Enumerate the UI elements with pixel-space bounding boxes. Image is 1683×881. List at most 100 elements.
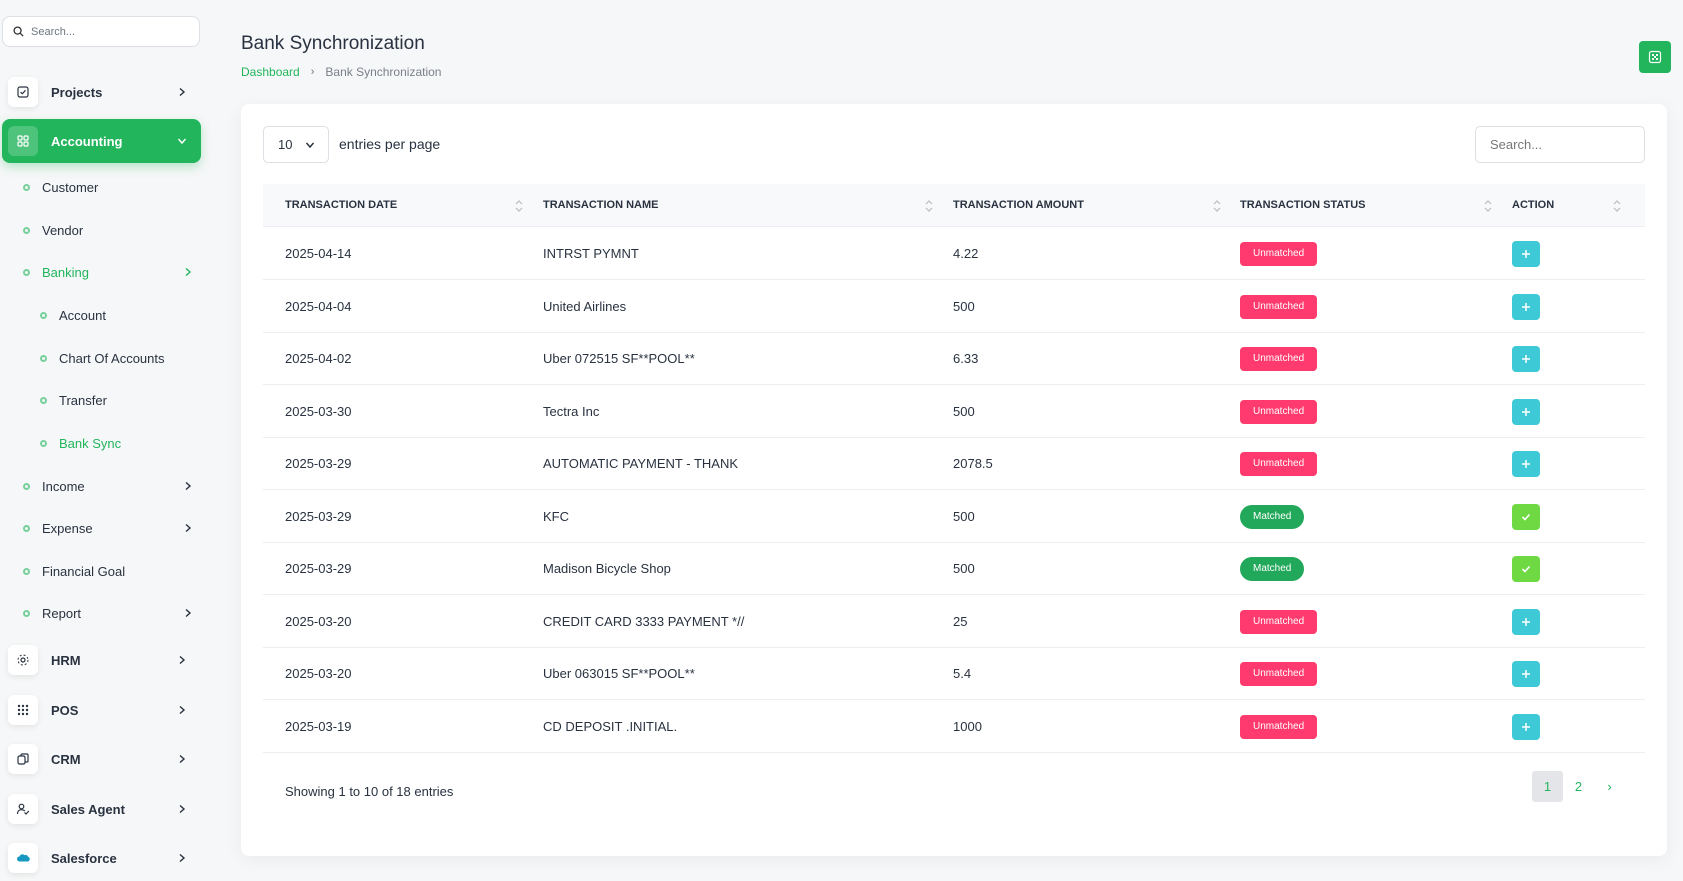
grid-icon (1648, 50, 1662, 64)
transaction-date: 2025-03-30 (285, 403, 352, 419)
sidebar-search-input[interactable] (31, 25, 191, 38)
transaction-date: 2025-04-04 (285, 298, 352, 314)
sort-icon[interactable] (1484, 199, 1492, 213)
sidebar-item-banking[interactable]: Banking (23, 257, 193, 287)
check-icon (1521, 513, 1531, 521)
sidebar-item-chart-of-accounts[interactable]: Chart Of Accounts (40, 343, 200, 373)
matched-action-button[interactable] (1512, 556, 1540, 582)
breadcrumb-dashboard-link[interactable]: Dashboard (241, 65, 300, 79)
transaction-name: INTRST PYMNT (543, 246, 639, 261)
sidebar-item-label: Salesforce (51, 850, 117, 866)
entries-per-page-label: entries per page (339, 136, 441, 152)
column-header-date[interactable]: TRANSACTION DATE (285, 199, 398, 211)
sidebar: Projects Accounting Customer Vendor Bank… (0, 0, 206, 881)
bullet-icon (23, 183, 30, 191)
transaction-date: 2025-03-29 (285, 561, 352, 576)
transaction-amount: 6.33 (953, 351, 979, 366)
plus-icon (1522, 722, 1530, 731)
status-badge: Unmatched (1240, 294, 1318, 319)
entries-per-page-select[interactable]: 10 (263, 126, 329, 163)
chevron-down-icon (305, 142, 315, 149)
sidebar-item-vendor[interactable]: Vendor (23, 215, 193, 245)
table-row: 2025-03-29 Madison Bicycle Shop 500 Matched (263, 543, 1645, 595)
sidebar-item-financial-goal[interactable]: Financial Goal (23, 556, 193, 586)
checkbox-icon (8, 77, 38, 107)
match-action-button[interactable] (1512, 451, 1540, 477)
status-badge: Unmatched (1240, 347, 1318, 371)
sidebar-item-label: Transfer (59, 392, 107, 408)
match-action-button[interactable] (1512, 346, 1540, 372)
sidebar-item-account[interactable]: Account (40, 300, 200, 330)
transaction-date: 2025-03-20 (285, 613, 352, 629)
transaction-name: Tectra Inc (543, 403, 600, 419)
bullet-icon (40, 354, 47, 362)
sidebar-item-accounting[interactable]: Accounting (2, 119, 201, 163)
sidebar-item-sales-agent[interactable]: Sales Agent (2, 787, 201, 831)
chevron-down-icon (177, 138, 187, 145)
sidebar-item-bank-sync[interactable]: Bank Sync (40, 428, 200, 458)
table-info: Showing 1 to 10 of 18 entries (285, 784, 454, 799)
match-action-button[interactable] (1512, 398, 1540, 425)
sidebar-item-report[interactable]: Report (23, 598, 193, 628)
column-header-amount[interactable]: TRANSACTION AMOUNT (953, 199, 1084, 211)
plus-icon (1522, 617, 1530, 626)
sidebar-search[interactable] (2, 16, 200, 47)
transaction-name: United Airlines (543, 298, 627, 314)
bullet-icon (40, 439, 47, 447)
match-action-button[interactable] (1512, 293, 1540, 320)
plus-icon (1522, 407, 1530, 416)
bullet-icon (23, 609, 30, 617)
sidebar-item-expense[interactable]: Expense (23, 513, 193, 543)
sort-icon[interactable] (515, 199, 523, 213)
sidebar-item-hrm[interactable]: HRM (2, 638, 201, 682)
match-action-button[interactable] (1512, 608, 1540, 635)
sidebar-item-salesforce[interactable]: Salesforce (2, 836, 201, 880)
column-header-status[interactable]: TRANSACTION STATUS (1240, 199, 1366, 211)
status-badge: Matched (1240, 504, 1305, 529)
column-header-action[interactable]: ACTION (1512, 199, 1555, 211)
table-row: 2025-03-29 AUTOMATIC PAYMENT - THANK 2078.… (263, 438, 1645, 490)
status-badge: Unmatched (1240, 399, 1318, 424)
sort-icon[interactable] (1213, 199, 1221, 213)
chevron-right-icon (179, 705, 186, 715)
status-badge: Unmatched (1240, 609, 1318, 634)
sidebar-item-label: Financial Goal (42, 563, 126, 579)
transaction-name: Uber 072515 SF**POOL** (543, 351, 695, 366)
table-row: 2025-03-30 Tectra Inc 500 Unmatched (263, 386, 1645, 438)
transaction-date: 2025-03-29 (285, 456, 352, 471)
match-action-button[interactable] (1512, 713, 1540, 740)
transaction-date: 2025-04-02 (285, 351, 352, 366)
transaction-amount: 500 (953, 298, 975, 314)
bullet-icon (23, 482, 30, 490)
transaction-amount: 2078.5 (953, 456, 993, 471)
page-1-button[interactable]: 1 (1532, 771, 1563, 802)
chevron-right-icon (185, 267, 192, 277)
sidebar-item-label: Account (59, 307, 106, 323)
sidebar-item-customer[interactable]: Customer (23, 172, 193, 202)
breadcrumb-separator-icon: › (310, 66, 315, 78)
match-action-button[interactable] (1512, 661, 1540, 687)
transaction-amount: 500 (953, 403, 975, 419)
grid-view-button[interactable] (1639, 41, 1671, 73)
crm-icon (8, 744, 38, 774)
sidebar-item-income[interactable]: Income (23, 471, 193, 501)
matched-action-button[interactable] (1512, 503, 1540, 530)
sort-icon[interactable] (925, 199, 933, 213)
table-row: 2025-04-02 Uber 072515 SF**POOL** 6.33 Unma… (263, 333, 1645, 385)
sort-icon[interactable] (1613, 199, 1621, 213)
next-page-button[interactable]: › (1607, 779, 1612, 794)
match-action-button[interactable] (1512, 241, 1540, 267)
column-header-name[interactable]: TRANSACTION NAME (543, 199, 659, 211)
plus-icon (1522, 355, 1530, 363)
table-row: 2025-03-20 CREDIT CARD 3333 PAYMENT *// 25… (263, 596, 1645, 648)
sidebar-item-projects[interactable]: Projects (2, 70, 201, 114)
table-search-input[interactable] (1475, 126, 1645, 163)
transaction-amount: 25 (953, 613, 968, 629)
sidebar-item-pos[interactable]: POS (2, 688, 201, 732)
page-2-button[interactable]: 2 (1574, 779, 1583, 794)
sidebar-item-transfer[interactable]: Transfer (40, 385, 200, 415)
sidebar-item-label: Accounting (51, 133, 123, 149)
sidebar-item-crm[interactable]: CRM (2, 737, 201, 781)
bullet-icon (40, 311, 47, 319)
transaction-amount: 500 (953, 508, 975, 524)
